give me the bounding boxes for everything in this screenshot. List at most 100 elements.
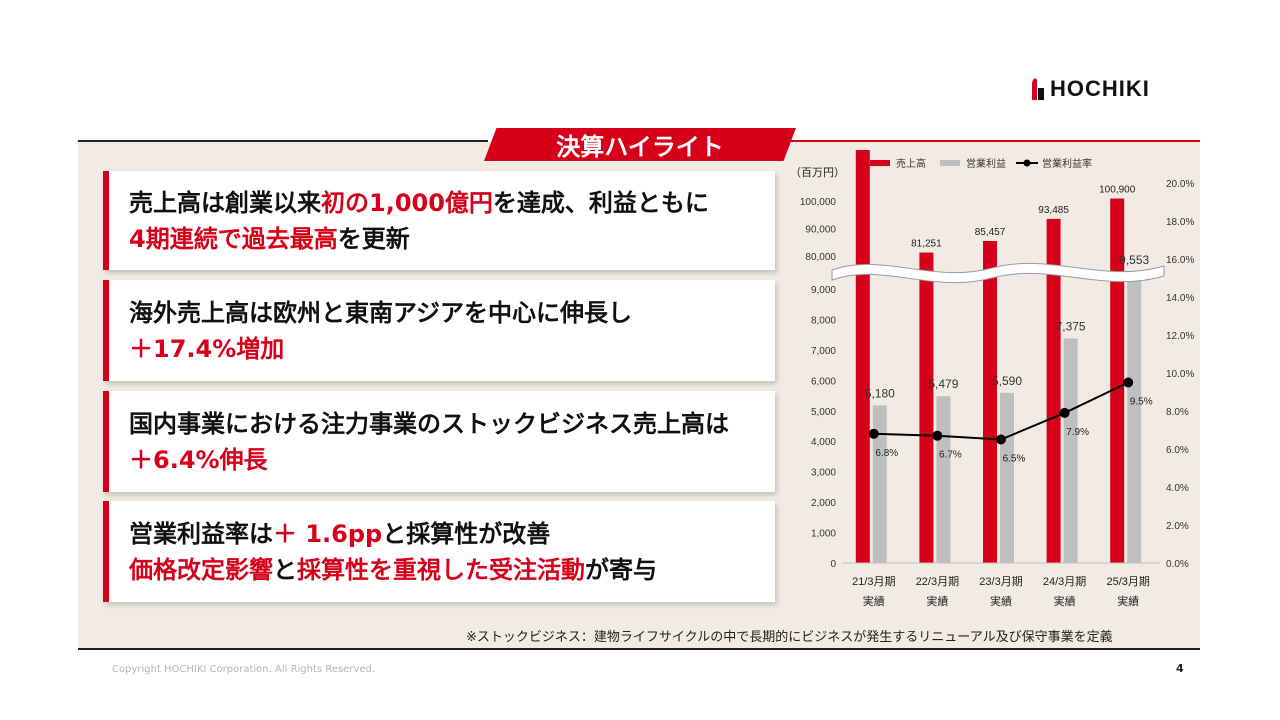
left-tick-label: 7,000 xyxy=(811,346,836,357)
margin-data-label: 6.5% xyxy=(1003,454,1026,465)
right-tick-label: 14.0% xyxy=(1166,293,1194,304)
highlight-2-line-2: ＋17.4%増加 xyxy=(129,331,775,367)
right-tick-label: 8.0% xyxy=(1166,407,1189,418)
copyright: Copyright HOCHIKI Corporation. All Right… xyxy=(112,664,376,675)
highlight-text-0: 海外売上高は欧州と東南アジアを中心に伸長し xyxy=(129,298,633,327)
highlight-emphasis-0: 価格改定影響 xyxy=(129,555,273,584)
right-tick-label: 2.0% xyxy=(1166,521,1189,532)
category-sublabel: 実績 xyxy=(926,594,948,608)
category-label: 21/3月期 xyxy=(852,575,895,588)
highlight-1-line-1: 売上高は創業以来初の1,000億円を達成、利益ともに xyxy=(129,185,775,221)
header-rule-right xyxy=(790,140,1200,142)
right-tick-label: 12.0% xyxy=(1166,331,1194,342)
margin-point xyxy=(1123,377,1134,388)
footnote: ※ストックビジネス：建物ライフサイクルの中で長期的にビジネスが発生するリニューア… xyxy=(466,630,1113,645)
legend-label-1: 営業利益 xyxy=(966,157,1006,170)
profit-data-label: 5,180 xyxy=(865,386,895,400)
highlight-text-2: を達成、利益ともに xyxy=(492,188,709,217)
highlight-4-line-2: 価格改定影響と採算性を重視した受注活動が寄与 xyxy=(129,552,775,588)
sales-bar xyxy=(983,240,997,563)
highlight-emphasis-0: ＋6.4%伸長 xyxy=(129,445,268,474)
page-number: 4 xyxy=(1176,662,1184,675)
left-tick-label: 8,000 xyxy=(811,315,836,326)
highlight-text-2: と採算性が改善 xyxy=(382,519,551,548)
category-label: 23/3月期 xyxy=(979,575,1022,588)
section-title: 決算ハイライト xyxy=(556,133,724,161)
left-tick-label: 1,000 xyxy=(811,529,836,540)
highlight-2-line-1: 海外売上高は欧州と東南アジアを中心に伸長し xyxy=(129,295,775,331)
left-tick-label: 9,000 xyxy=(811,285,836,296)
left-tick-label: 0 xyxy=(830,559,836,570)
legend-swatch-0 xyxy=(870,160,890,166)
performance-chart: （百万円） 売上高 営業利益 営業利益率 0 1,000 2,000 3,000 4,000 5,… xyxy=(790,150,1194,608)
margin-data-label: 6.7% xyxy=(939,450,962,461)
highlight-3-line-1: 国内事業における注力事業のストックビジネス売上高は xyxy=(129,406,775,442)
right-tick-label: 18.0% xyxy=(1166,217,1194,228)
axis-break-band xyxy=(831,262,1165,284)
highlight-text-0: 国内事業における注力事業のストックビジネス売上高は xyxy=(129,409,729,438)
section-title-banner: 決算ハイライト xyxy=(484,128,796,161)
legend-label-2: 営業利益率 xyxy=(1042,157,1092,170)
highlight-emphasis-2: 採算性を重視した受注活動 xyxy=(297,555,585,584)
left-tick-label: 4,000 xyxy=(811,437,836,448)
margin-point xyxy=(996,434,1006,445)
category-label: 25/3月期 xyxy=(1106,575,1149,588)
sales-data-label: 100,900 xyxy=(1099,185,1136,196)
hochiki-logo: HOCHIKI xyxy=(1030,76,1150,102)
left-tick-label: 3,000 xyxy=(811,468,836,479)
profit-bar xyxy=(1127,272,1142,563)
highlight-text-0: 売上高は創業以来 xyxy=(129,188,321,217)
profit-data-label: 7,375 xyxy=(1056,319,1086,333)
highlight-1-line-2: 4期連続で過去最高を更新 xyxy=(129,221,775,257)
highlight-4-line-1: 営業利益率は＋ 1.6ppと採算性が改善 xyxy=(129,516,775,552)
highlight-emphasis-0: ＋17.4%増加 xyxy=(129,334,285,363)
category-label: 22/3月期 xyxy=(916,575,959,588)
profit-bar xyxy=(936,396,951,563)
left-tick-label: 90,000 xyxy=(805,225,836,236)
sales-data-label: 85,457 xyxy=(975,227,1006,238)
highlight-text-1: と xyxy=(273,555,297,584)
category-sublabel: 実績 xyxy=(1054,594,1076,608)
highlight-text-0: 営業利益率は xyxy=(129,519,273,548)
margin-point xyxy=(1059,407,1070,418)
highlight-emphasis-1: ＋ 1.6pp xyxy=(273,519,383,548)
header-rule-left xyxy=(78,140,488,142)
flame-logo-icon xyxy=(1032,78,1044,100)
highlight-card-1: 売上高は創業以来初の1,000億円を達成、利益ともに 4期連続で過去最高を更新 xyxy=(103,171,775,270)
sales-bar xyxy=(1110,198,1125,563)
sales-bar xyxy=(855,150,870,563)
right-tick-label: 4.0% xyxy=(1166,483,1189,494)
margin-point xyxy=(868,428,879,439)
category-sublabel: 実績 xyxy=(1117,594,1139,608)
category-label: 24/3月期 xyxy=(1043,575,1086,588)
left-tick-label: 6,000 xyxy=(811,376,836,387)
left-tick-label: 5,000 xyxy=(811,407,836,418)
category-sublabel: 実績 xyxy=(863,594,885,608)
margin-data-label: 7.9% xyxy=(1066,427,1089,438)
highlight-card-4: 営業利益率は＋ 1.6ppと採算性が改善 価格改定影響と採算性を重視した受注活動… xyxy=(103,501,775,602)
right-tick-label: 6.0% xyxy=(1166,445,1189,456)
logo-text: HOCHIKI xyxy=(1050,76,1150,101)
y-axis-unit-label: （百万円） xyxy=(790,166,845,179)
margin-point xyxy=(932,430,943,441)
right-tick-label: 16.0% xyxy=(1166,255,1194,266)
highlight-card-2: 海外売上高は欧州と東南アジアを中心に伸長し ＋17.4%増加 xyxy=(103,280,775,381)
highlight-card-3: 国内事業における注力事業のストックビジネス売上高は ＋6.4%伸長 xyxy=(103,391,775,492)
legend-label-0: 売上高 xyxy=(896,157,926,170)
highlight-emphasis-0: 4期連続で過去最高 xyxy=(129,224,338,253)
left-tick-label: 100,000 xyxy=(800,197,837,208)
sales-bar xyxy=(1046,218,1061,563)
legend-marker-2 xyxy=(1023,159,1031,167)
right-tick-label: 10.0% xyxy=(1166,369,1194,380)
legend-swatch-1 xyxy=(940,160,960,166)
profit-bar xyxy=(872,405,887,563)
left-tick-label: 2,000 xyxy=(811,498,836,509)
sales-data-label: 93,485 xyxy=(1038,205,1069,216)
margin-data-label: 6.8% xyxy=(875,448,898,459)
highlight-emphasis-1: 初の1,000億円 xyxy=(321,188,493,217)
category-sublabel: 実績 xyxy=(990,594,1012,608)
left-tick-label: 80,000 xyxy=(805,252,836,263)
highlight-text-3: が寄与 xyxy=(585,555,657,584)
highlight-3-line-2: ＋6.4%伸長 xyxy=(129,442,775,478)
right-tick-label: 20.0% xyxy=(1166,179,1194,190)
